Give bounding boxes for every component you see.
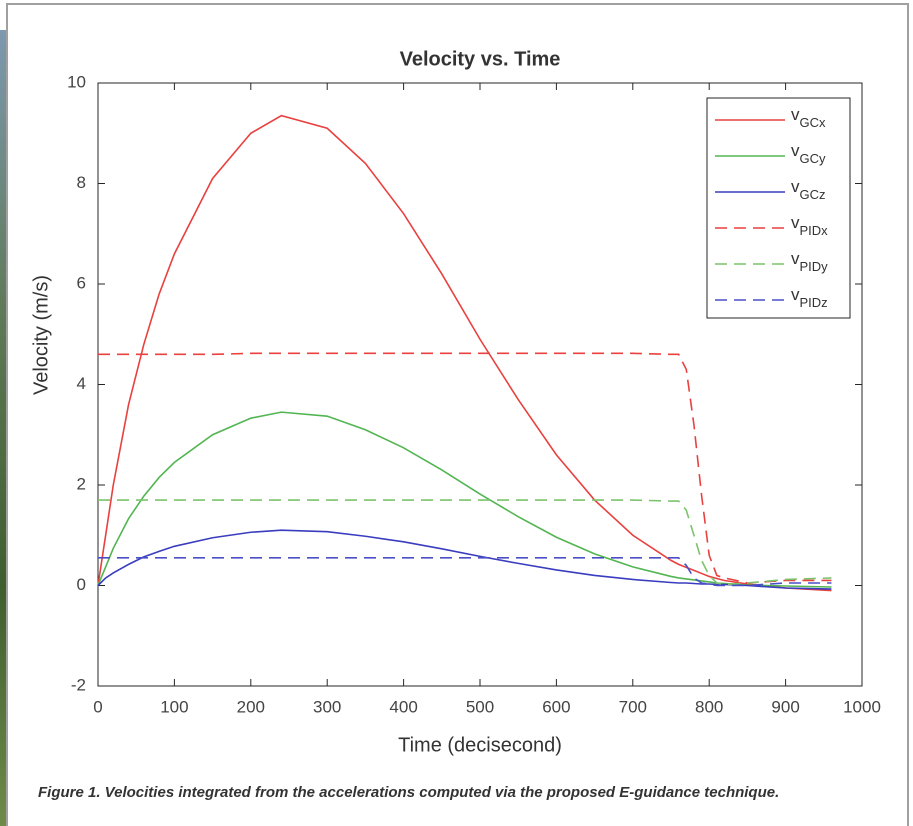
legend-name: v xyxy=(791,105,800,124)
legend-subscript: PIDy xyxy=(800,259,829,274)
y-tick-label: 10 xyxy=(67,72,86,91)
legend-box xyxy=(706,97,851,319)
legend-label: vPIDz xyxy=(791,285,828,310)
legend-subscript: PIDx xyxy=(800,223,829,238)
x-tick-label: 300 xyxy=(313,697,341,716)
x-tick-label: 0 xyxy=(93,697,102,716)
legend-name: v xyxy=(791,141,800,160)
legend-subscript: PIDz xyxy=(800,295,828,310)
legend-name: v xyxy=(791,177,800,196)
y-tick-label: 6 xyxy=(77,273,86,292)
x-tick-label: 400 xyxy=(389,697,417,716)
series-line xyxy=(98,352,832,584)
x-tick-label: 900 xyxy=(771,697,799,716)
legend-label: vGCx xyxy=(791,105,826,130)
series-line xyxy=(97,411,832,588)
x-tick-label: 600 xyxy=(542,697,570,716)
x-tick-label: 700 xyxy=(619,697,647,716)
legend-label: vGCz xyxy=(791,177,826,202)
legend-name: v xyxy=(791,285,800,304)
series-line xyxy=(97,114,832,592)
legend-label: vGCy xyxy=(791,141,826,166)
series-line xyxy=(98,557,832,587)
y-tick-label: 0 xyxy=(77,575,86,594)
series-line xyxy=(98,499,832,586)
y-tick-label: -2 xyxy=(71,675,86,694)
legend-subscript: GCz xyxy=(800,187,826,202)
legend-name: v xyxy=(791,213,800,232)
legend-subscript: GCy xyxy=(800,151,827,166)
x-tick-label: 500 xyxy=(466,697,494,716)
y-tick-label: 2 xyxy=(77,474,86,493)
x-tick-label: 100 xyxy=(160,697,188,716)
legend-label: vPIDy xyxy=(791,249,828,274)
x-tick-label: 1000 xyxy=(843,697,881,716)
y-tick-label: 8 xyxy=(77,173,86,192)
x-tick-label: 200 xyxy=(237,697,265,716)
legend-name: v xyxy=(791,249,800,268)
series-line xyxy=(97,529,832,590)
figure-caption: Figure 1. Velocities integrated from the… xyxy=(38,784,779,801)
chart-title: Velocity vs. Time xyxy=(400,48,561,70)
legend-label: vPIDx xyxy=(791,213,828,238)
x-axis-label: Time (decisecond) xyxy=(398,734,562,756)
legend-subscript: GCx xyxy=(800,115,827,130)
x-tick-label: 800 xyxy=(695,697,723,716)
y-axis-label: Velocity (m/s) xyxy=(30,275,52,395)
y-tick-label: 4 xyxy=(77,374,86,393)
